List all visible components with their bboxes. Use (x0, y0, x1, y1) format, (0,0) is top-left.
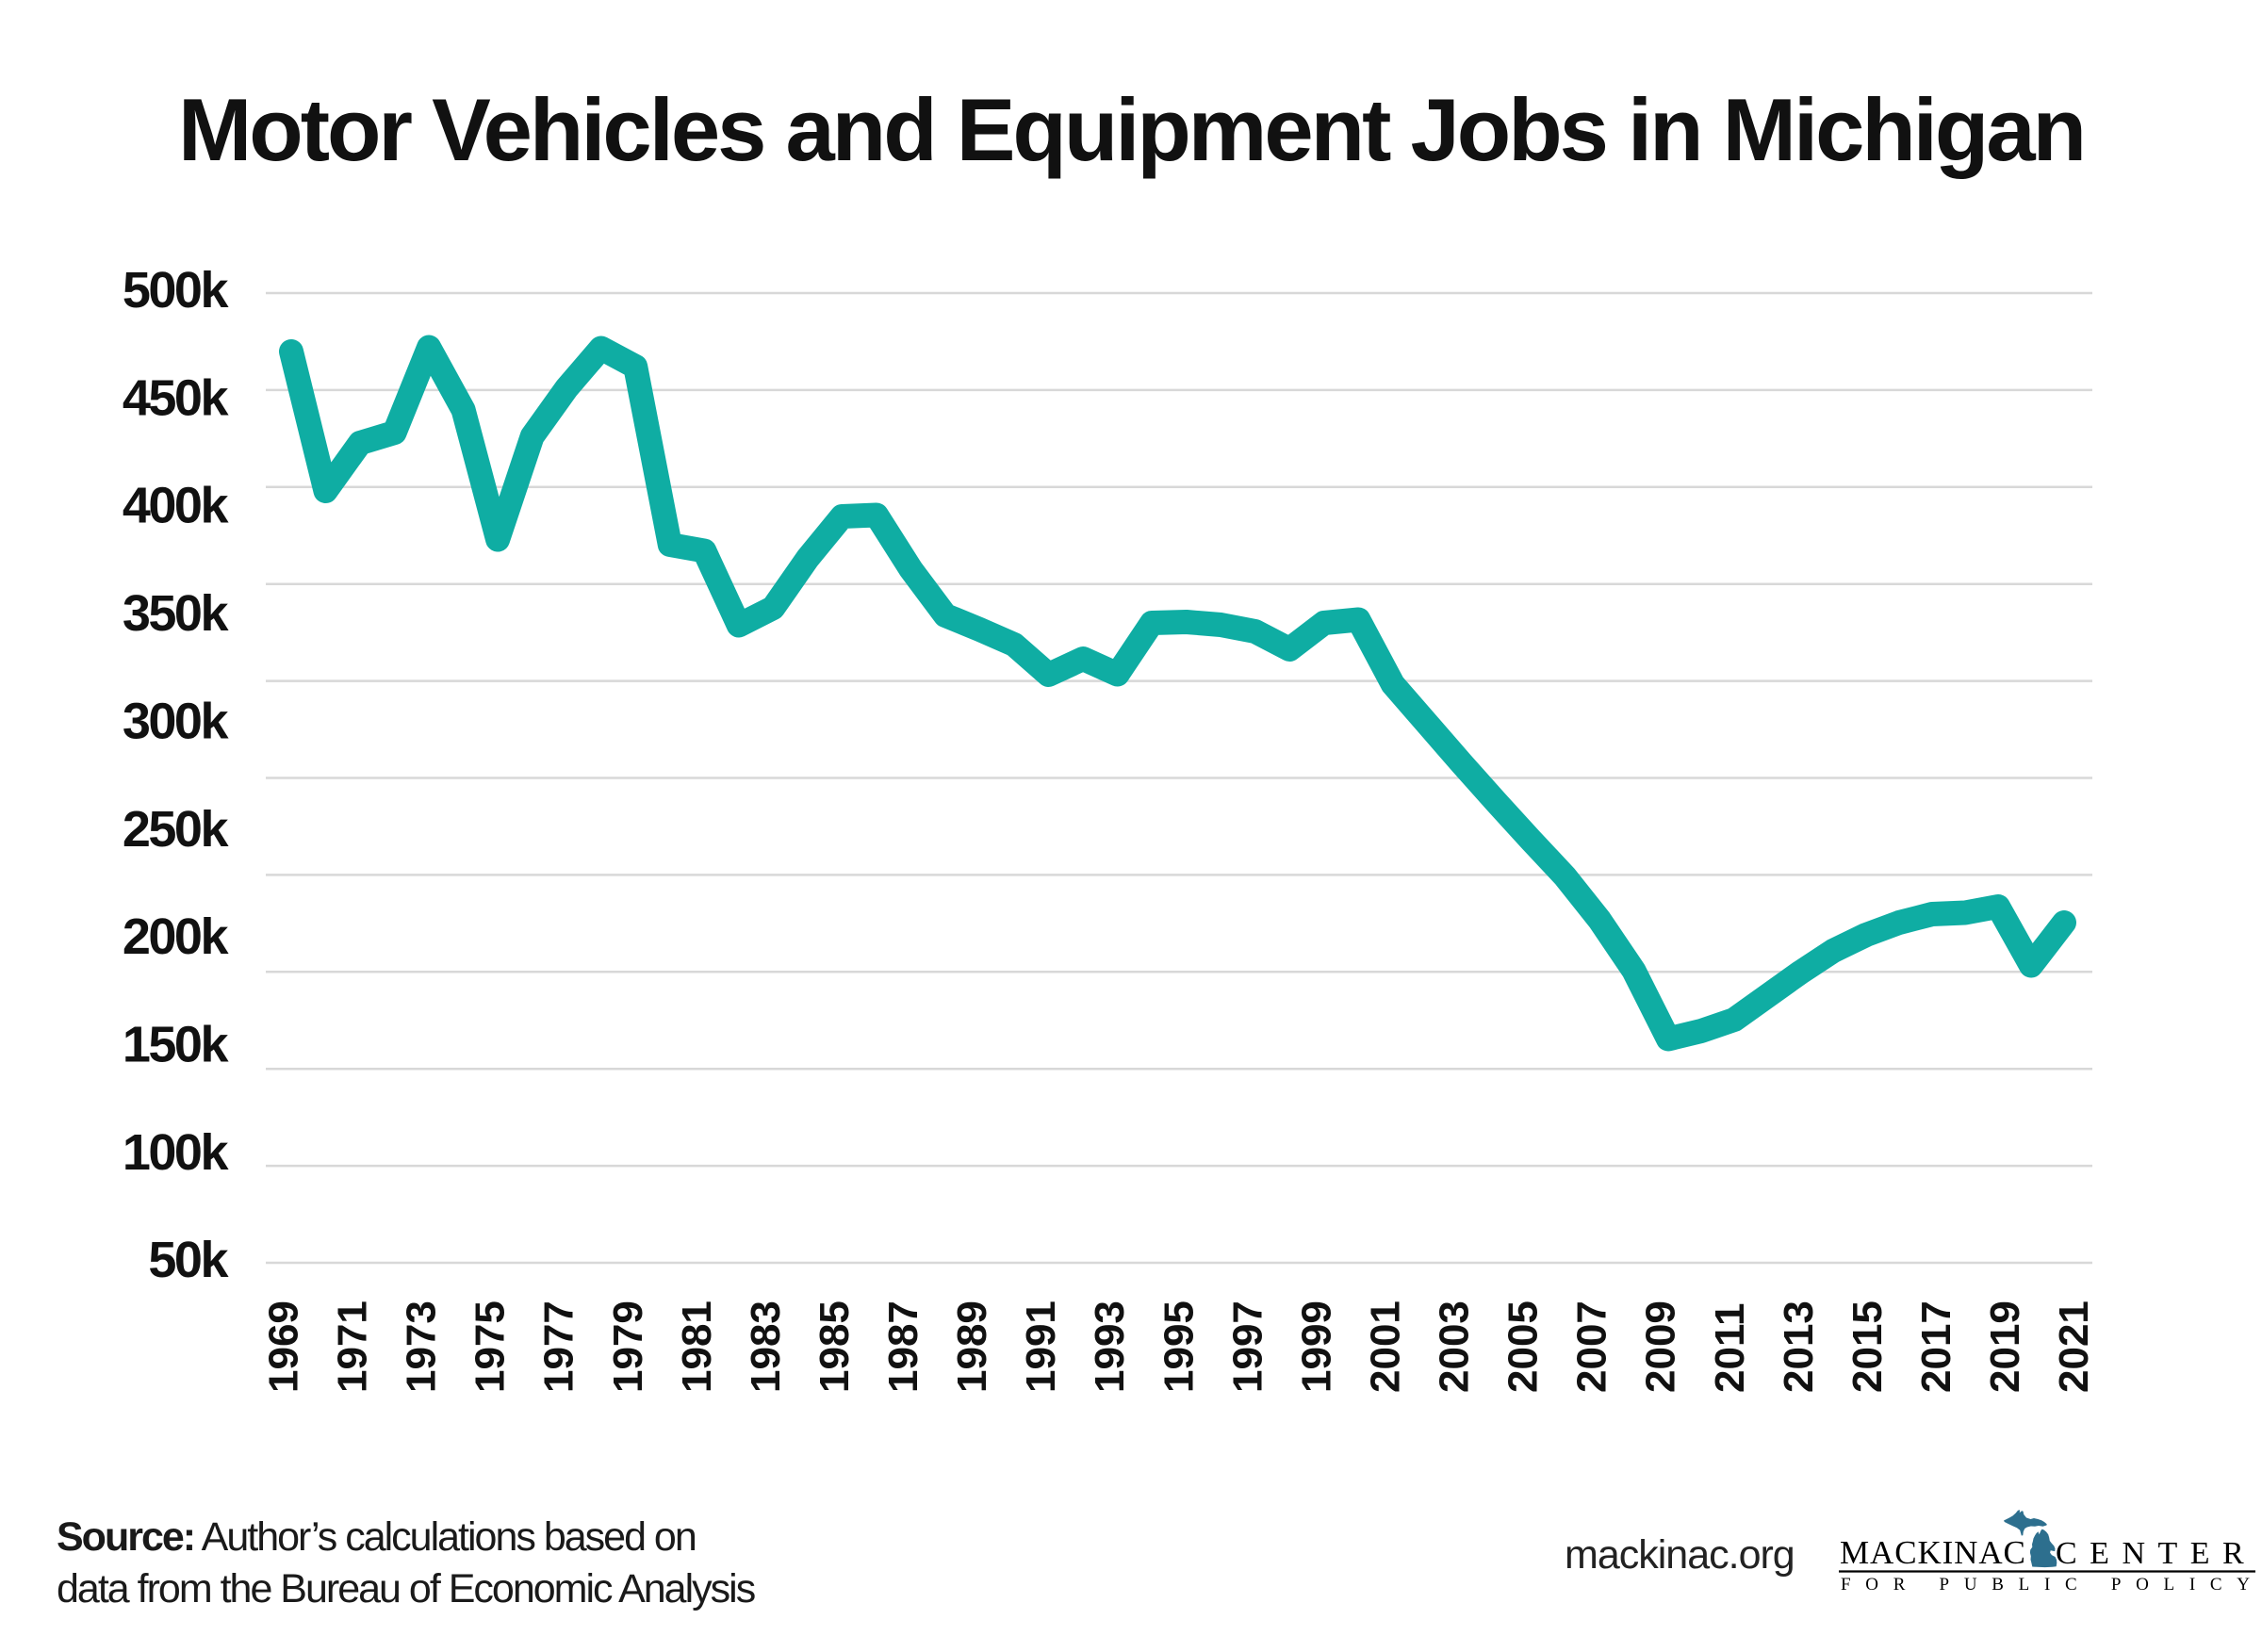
svg-text:1981: 1981 (674, 1300, 720, 1393)
svg-text:1977: 1977 (536, 1300, 582, 1393)
svg-text:150k: 150k (123, 1016, 230, 1072)
svg-text:1985: 1985 (811, 1300, 858, 1393)
svg-text:1975: 1975 (467, 1300, 514, 1393)
svg-text:450k: 450k (123, 369, 230, 426)
svg-text:FOR PUBLIC POLICY: FOR PUBLIC POLICY (1841, 1575, 2259, 1595)
svg-text:Motor Vehicles and Equipment J: Motor Vehicles and Equipment Jobs in Mic… (178, 80, 2084, 179)
svg-text:2015: 2015 (1844, 1300, 1891, 1393)
svg-text:2019: 2019 (1982, 1300, 2028, 1393)
svg-text:1973: 1973 (399, 1300, 445, 1393)
svg-text:100k: 100k (123, 1124, 230, 1181)
svg-text:1999: 1999 (1293, 1300, 1339, 1393)
svg-text:200k: 200k (123, 908, 230, 965)
svg-text:1969: 1969 (261, 1300, 307, 1393)
svg-text:2011: 2011 (1707, 1303, 1753, 1393)
svg-text:mackinac.org: mackinac.org (1565, 1532, 1795, 1578)
svg-text:1997: 1997 (1224, 1300, 1270, 1393)
svg-text:2021: 2021 (2051, 1300, 2097, 1393)
svg-text:1987: 1987 (880, 1300, 926, 1393)
svg-text:250k: 250k (123, 801, 230, 858)
svg-text:400k: 400k (123, 478, 230, 534)
svg-text:2009: 2009 (1638, 1300, 1684, 1393)
svg-text:Source: Author’s calculations: Source: Author’s calculations based on (57, 1514, 696, 1560)
svg-text:2001: 2001 (1363, 1300, 1409, 1393)
svg-text:1993: 1993 (1087, 1300, 1133, 1393)
svg-text:1983: 1983 (743, 1300, 789, 1393)
svg-text:1979: 1979 (605, 1300, 651, 1393)
svg-text:data from the Bureau of Econom: data from the Bureau of Economic Analysi… (57, 1566, 755, 1611)
svg-text:2013: 2013 (1776, 1300, 1822, 1393)
svg-text:2007: 2007 (1569, 1300, 1615, 1393)
svg-text:MACKINAC: MACKINAC (1840, 1534, 2026, 1571)
svg-text:1989: 1989 (949, 1300, 995, 1393)
svg-text:350k: 350k (123, 585, 230, 642)
svg-text:1995: 1995 (1156, 1300, 1202, 1393)
svg-text:500k: 500k (123, 262, 230, 319)
svg-text:2017: 2017 (1913, 1300, 1959, 1393)
svg-text:1991: 1991 (1018, 1300, 1064, 1393)
svg-text:300k: 300k (123, 693, 230, 749)
svg-text:2003: 2003 (1432, 1300, 1478, 1393)
svg-text:2005: 2005 (1500, 1300, 1547, 1393)
svg-text:1971: 1971 (330, 1300, 376, 1393)
svg-text:50k: 50k (148, 1232, 229, 1288)
svg-text:CENTER: CENTER (2056, 1536, 2256, 1571)
